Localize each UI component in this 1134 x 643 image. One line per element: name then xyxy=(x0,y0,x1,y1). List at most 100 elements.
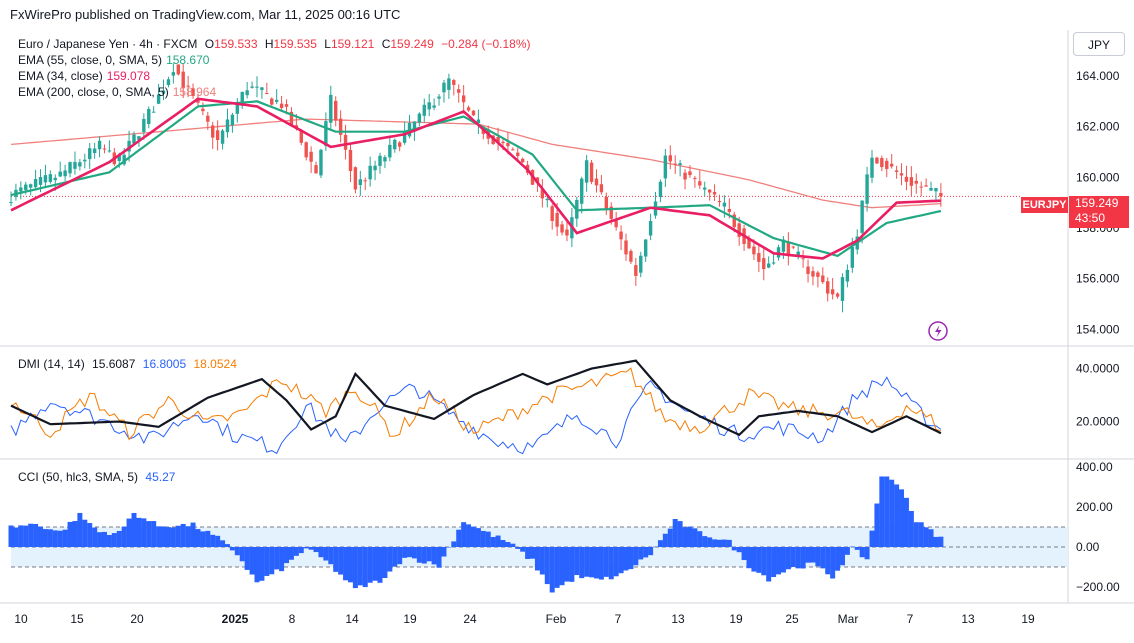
candle-body xyxy=(875,157,879,164)
candle-body xyxy=(924,185,928,187)
cci-bar xyxy=(534,547,540,571)
cci-bar xyxy=(13,527,19,547)
cci-bar xyxy=(721,539,727,547)
candle-body xyxy=(324,121,328,146)
cci-bar xyxy=(815,547,821,567)
cci-bar xyxy=(402,547,408,558)
candle-body xyxy=(840,277,845,301)
cci-bar xyxy=(146,521,152,547)
cci-bar xyxy=(116,530,122,547)
adx-value: 15.6087 xyxy=(92,357,136,371)
cci-bar xyxy=(161,526,167,547)
candle-body xyxy=(594,178,599,186)
candle-body xyxy=(68,162,72,174)
candle-body xyxy=(673,163,677,165)
candle-body xyxy=(201,108,205,112)
adx-line xyxy=(10,359,942,437)
cci-bar xyxy=(126,518,132,547)
candle-body xyxy=(393,139,397,150)
candle-body xyxy=(225,119,230,133)
cci-bar xyxy=(279,547,285,572)
cci-layer xyxy=(8,476,1068,593)
candle-body xyxy=(83,159,87,162)
candle-body xyxy=(314,165,318,174)
dmi-tick-label: 40.0000 xyxy=(1076,362,1120,376)
ema55-legend: EMA (55, close, 0, SMA, 5) 158.670 xyxy=(18,52,535,68)
cci-bar xyxy=(643,547,649,558)
ema200-legend: EMA (200, close, 0, SMA, 5) 158.964 xyxy=(18,84,535,100)
cci-bar xyxy=(421,547,427,564)
cci-bar xyxy=(416,547,422,563)
cci-bar xyxy=(264,547,270,576)
candle-body xyxy=(24,184,28,191)
time-tick-label: 24 xyxy=(463,612,477,626)
cci-bar xyxy=(653,546,659,548)
open-value: 159.533 xyxy=(214,37,258,51)
candle-body xyxy=(722,202,727,207)
cci-bar xyxy=(298,547,304,554)
candle-body xyxy=(752,246,756,255)
cci-bar xyxy=(210,534,216,547)
candle-body xyxy=(560,224,564,233)
cci-bar xyxy=(766,547,772,582)
cci-bar xyxy=(756,547,762,573)
candle-body xyxy=(550,206,554,221)
cci-bar xyxy=(215,535,221,547)
ema34-value: 159.078 xyxy=(106,69,151,83)
lightning-icon[interactable] xyxy=(928,321,948,341)
cci-bar xyxy=(362,547,368,588)
cci-bar xyxy=(712,539,718,547)
candle-body xyxy=(845,269,850,282)
cci-bar xyxy=(628,547,634,570)
cci-bar xyxy=(195,529,201,547)
candle-body xyxy=(599,184,604,193)
cci-bar xyxy=(288,547,294,560)
candle-body xyxy=(826,281,830,294)
time-tick-label: 15 xyxy=(70,612,84,626)
candle-body xyxy=(899,173,904,176)
cci-bar xyxy=(343,547,349,581)
cci-bar xyxy=(62,529,68,547)
candle-body xyxy=(629,250,633,262)
cci-bar xyxy=(603,547,609,577)
candle-body xyxy=(289,111,294,125)
cci-tick-label: 200.00 xyxy=(1076,500,1113,514)
candle-body xyxy=(19,187,23,192)
cci-bar xyxy=(224,544,230,547)
candle-body xyxy=(432,105,436,108)
time-tick-label: 8 xyxy=(289,612,296,626)
cci-bar xyxy=(456,529,462,547)
cci-bar xyxy=(520,547,526,552)
cci-bar xyxy=(254,547,260,583)
ema-layer xyxy=(10,97,942,260)
candle-body xyxy=(338,118,343,135)
candle-body xyxy=(191,88,195,96)
candle-body xyxy=(880,158,884,168)
candle-body xyxy=(447,78,451,90)
cci-bar xyxy=(170,527,176,547)
dmi-legend: DMI (14, 14) 15.6087 16.8005 18.0524 xyxy=(18,356,241,372)
candle-body xyxy=(766,263,771,268)
cci-bar xyxy=(141,518,147,547)
candle-body xyxy=(496,136,500,143)
time-tick-label: 7 xyxy=(615,612,622,626)
bar-countdown: 43:50 xyxy=(1075,211,1106,225)
chart-frame xyxy=(0,30,1134,604)
dmi-tick-label: 20.0000 xyxy=(1076,415,1120,429)
currency-button[interactable]: JPY xyxy=(1073,32,1125,56)
candle-body xyxy=(471,110,476,116)
candle-body xyxy=(860,200,864,233)
cci-bar xyxy=(72,521,78,547)
cci-tick-label: 0.00 xyxy=(1076,540,1100,554)
time-tick-label: 2025 xyxy=(222,612,249,626)
cci-bar xyxy=(480,530,486,547)
cci-bar xyxy=(328,547,334,565)
candle-body xyxy=(619,231,623,240)
cci-bar xyxy=(175,525,181,547)
cci-bar xyxy=(441,547,447,557)
cci-bar xyxy=(623,547,629,571)
cci-bar xyxy=(771,547,777,578)
ema55-value: 158.670 xyxy=(166,53,210,67)
cci-bar xyxy=(899,489,905,547)
